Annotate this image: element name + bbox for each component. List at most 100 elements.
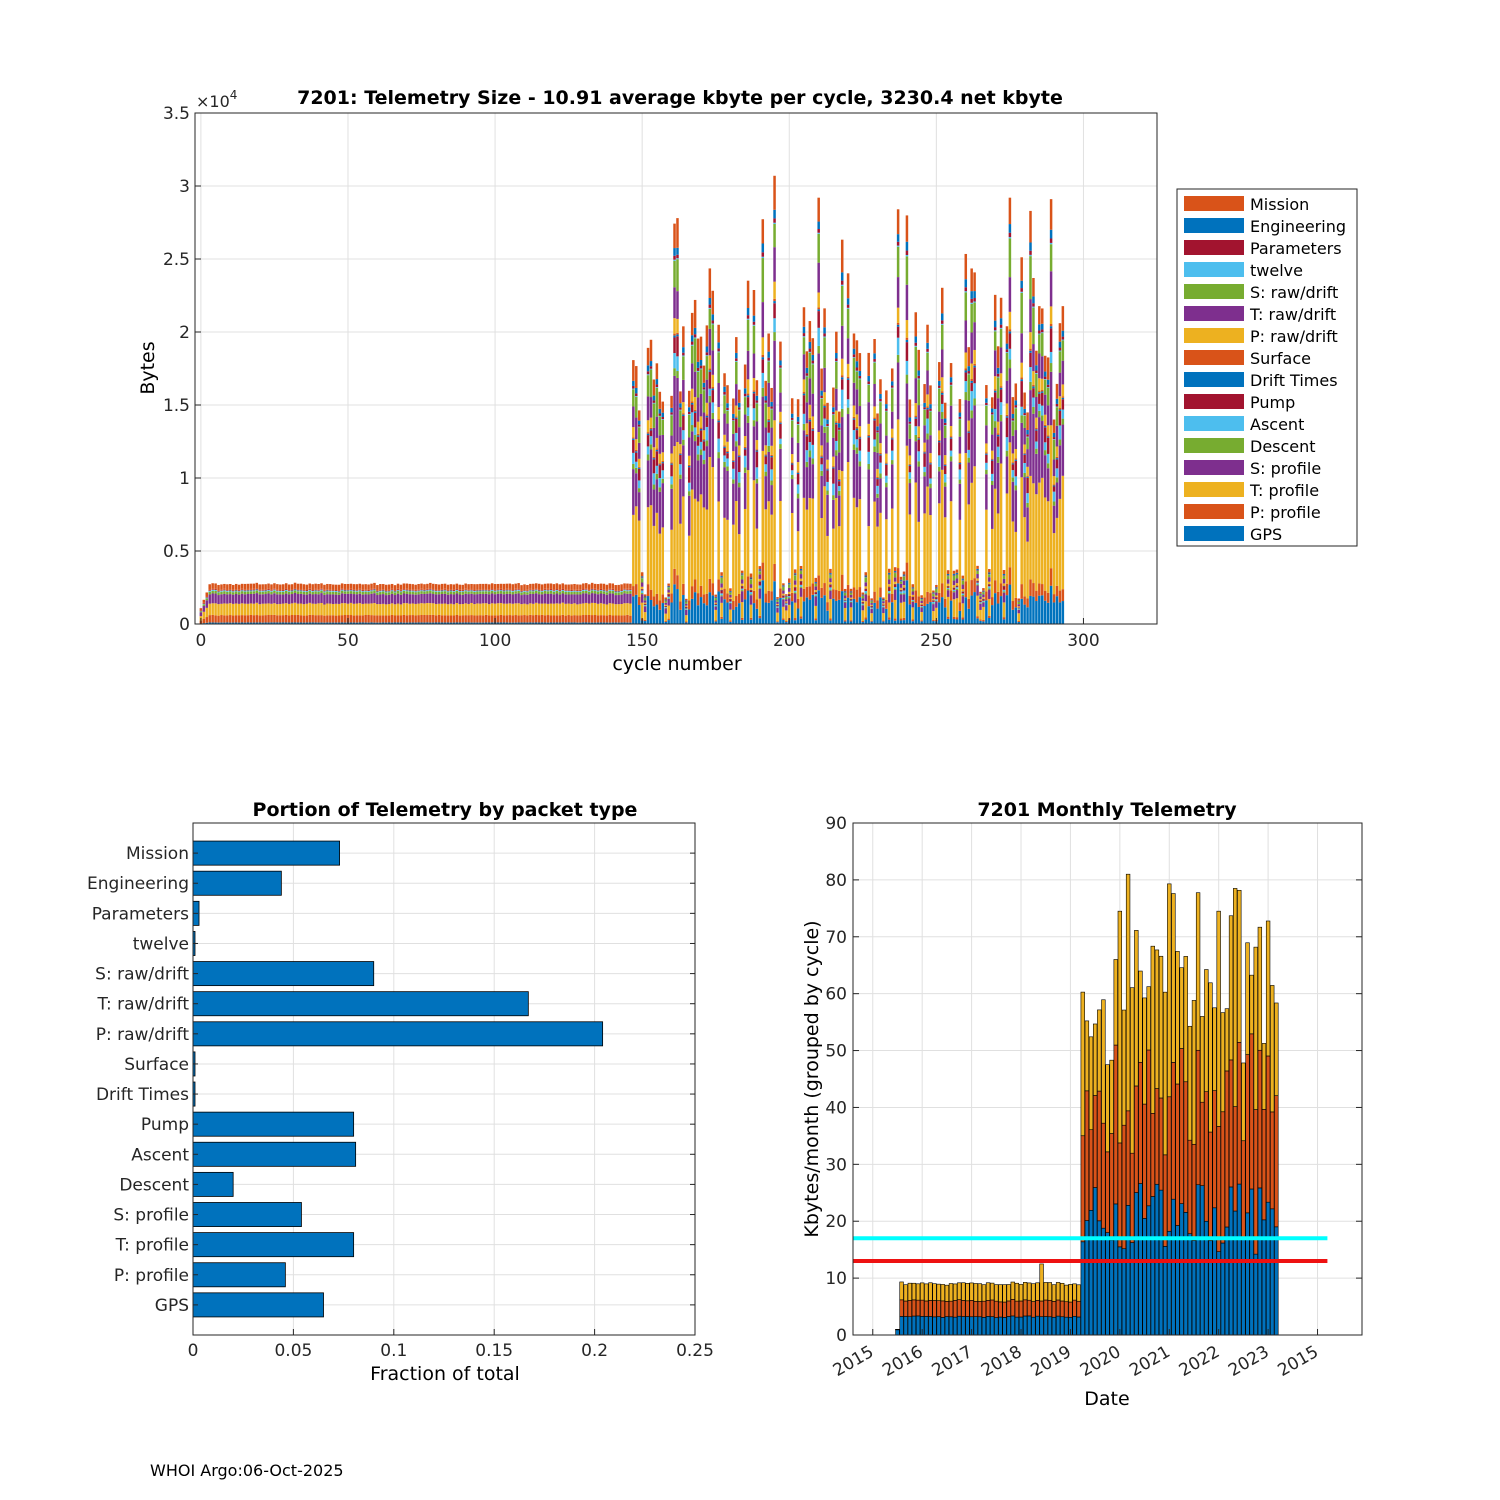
chart1-bar-segment bbox=[811, 393, 815, 417]
chart1-bar-segment bbox=[1049, 371, 1053, 426]
chart1-bar-segment bbox=[602, 589, 606, 591]
chart1-bar-segment bbox=[340, 593, 344, 604]
chart1-bar-segment bbox=[802, 336, 806, 338]
chart1-bar-segment bbox=[817, 432, 820, 576]
chart1-bar-segment bbox=[1058, 351, 1062, 373]
chart1-bar-segment bbox=[764, 602, 767, 624]
chart1-bar-segment bbox=[508, 603, 512, 616]
chart3-bar-segment bbox=[1113, 1203, 1118, 1336]
chart1-bar-segment bbox=[546, 622, 550, 624]
chart1-bar-segment bbox=[323, 604, 326, 616]
chart3-bar-segment bbox=[973, 1283, 978, 1302]
chart1-bar-segment bbox=[676, 291, 679, 319]
chart1-bar-segment bbox=[838, 452, 841, 471]
chart1-bar-segment bbox=[632, 438, 635, 440]
chart1-bar-segment bbox=[835, 331, 838, 353]
chart1-bar-segment bbox=[911, 600, 915, 602]
chart3-bar-segment bbox=[1068, 1284, 1073, 1303]
chart1-bar-segment bbox=[211, 588, 214, 590]
chart1-bar-segment bbox=[858, 375, 862, 379]
chart1-bar-segment bbox=[461, 615, 464, 623]
chart1-bar-segment bbox=[676, 336, 679, 357]
chart1-bar-segment bbox=[964, 597, 968, 624]
chart1-bar-segment bbox=[317, 590, 320, 592]
chart1-bar-segment bbox=[682, 415, 685, 431]
chart1-bar-segment bbox=[629, 603, 632, 616]
chart1-bar-segment bbox=[323, 591, 326, 593]
chart1-bar-segment bbox=[938, 503, 941, 593]
chart1-bar-segment bbox=[243, 591, 247, 595]
chart3-bar-segment bbox=[1265, 1201, 1271, 1336]
chart1-bar-segment bbox=[493, 594, 497, 604]
chart3-bar-segment bbox=[1265, 920, 1271, 1057]
chart1-bar-segment bbox=[246, 589, 250, 591]
chart1-bar-segment bbox=[270, 590, 273, 591]
chart1-bar-segment bbox=[1052, 439, 1056, 460]
chart1-bar-segment bbox=[1002, 586, 1006, 590]
chart1-bar-segment bbox=[682, 594, 685, 624]
chart1-bar-segment bbox=[476, 622, 479, 624]
chart1-bar-segment bbox=[685, 605, 688, 607]
chart1-bar-segment bbox=[499, 614, 503, 623]
chart3-bar-segment bbox=[1117, 1142, 1123, 1248]
chart1-bar-segment bbox=[673, 337, 676, 354]
chart1-bar-segment bbox=[846, 414, 850, 463]
chart1-bar-segment bbox=[773, 175, 776, 210]
chart1-bar-segment bbox=[293, 615, 297, 623]
chart1-bar-segment bbox=[746, 407, 750, 416]
chart3-bar-segment bbox=[903, 1300, 908, 1317]
chart1-bar-segment bbox=[499, 591, 503, 594]
chart1-bar-segment bbox=[788, 596, 791, 598]
chart1-bar-segment bbox=[820, 445, 823, 456]
chart1-bar-segment bbox=[743, 414, 747, 437]
chart1-bar-segment bbox=[964, 453, 968, 582]
chart1-bar-segment bbox=[785, 601, 788, 603]
chart3-bar-segment bbox=[1002, 1317, 1007, 1336]
chart1-bar-segment bbox=[723, 395, 726, 414]
chart1-bar-segment bbox=[234, 622, 238, 624]
chart3-bar-segment bbox=[973, 1300, 978, 1317]
chart1-bar-segment bbox=[1002, 602, 1006, 618]
chart3-bar-segment bbox=[1051, 1316, 1057, 1336]
chart1-bar-segment bbox=[838, 478, 841, 481]
chart1-bar-segment bbox=[379, 590, 382, 591]
chart1-bar-segment bbox=[399, 590, 403, 592]
chart1-bar-segment bbox=[664, 606, 667, 608]
chart1-bar-segment bbox=[1026, 476, 1029, 478]
chart1-bar-segment bbox=[893, 572, 897, 573]
chart1-bar-segment bbox=[658, 435, 662, 454]
chart1-y-tick-label: 2 bbox=[179, 323, 190, 343]
chart1-bar-segment bbox=[470, 590, 473, 592]
chart1-bar-segment bbox=[676, 356, 679, 372]
chart1-bar-segment bbox=[817, 575, 820, 591]
chart1-legend-label: Engineering bbox=[1250, 217, 1346, 236]
chart1-bar-segment bbox=[799, 570, 803, 571]
chart1-bar-segment bbox=[373, 589, 376, 591]
chart3-bar-segment bbox=[1212, 1090, 1217, 1209]
chart1-bar-segment bbox=[679, 407, 682, 410]
chart1-bar-segment bbox=[911, 588, 915, 589]
chart1-bar-segment bbox=[1023, 444, 1026, 453]
chart1-bar-segment bbox=[279, 615, 282, 623]
chart1-bar-segment bbox=[770, 514, 773, 592]
chart1-bar-segment bbox=[790, 398, 794, 414]
chart1-bar-segment bbox=[596, 594, 600, 604]
chart1-bar-segment bbox=[973, 291, 976, 299]
chart1-bar-segment bbox=[855, 589, 859, 603]
chart1-bar-segment bbox=[767, 445, 770, 452]
chart1-bar-segment bbox=[696, 445, 700, 455]
chart3-bar-segment bbox=[1031, 1283, 1036, 1302]
chart1-bar-segment bbox=[949, 425, 953, 437]
chart1-bar-segment bbox=[917, 596, 920, 607]
chart1-bar-segment bbox=[899, 602, 903, 619]
chart1-bar-segment bbox=[673, 287, 676, 319]
chart1-bar-segment bbox=[590, 588, 594, 589]
chart1-bar-segment bbox=[223, 589, 226, 591]
chart1-bar-segment bbox=[320, 588, 323, 590]
chart1-bar-segment bbox=[1055, 425, 1059, 447]
chart1-bar-segment bbox=[876, 432, 879, 434]
chart1-bar-segment bbox=[967, 608, 970, 624]
chart1-bar-segment bbox=[258, 604, 261, 616]
chart1-bar-segment bbox=[696, 361, 700, 368]
chart1-bar-segment bbox=[440, 622, 444, 624]
